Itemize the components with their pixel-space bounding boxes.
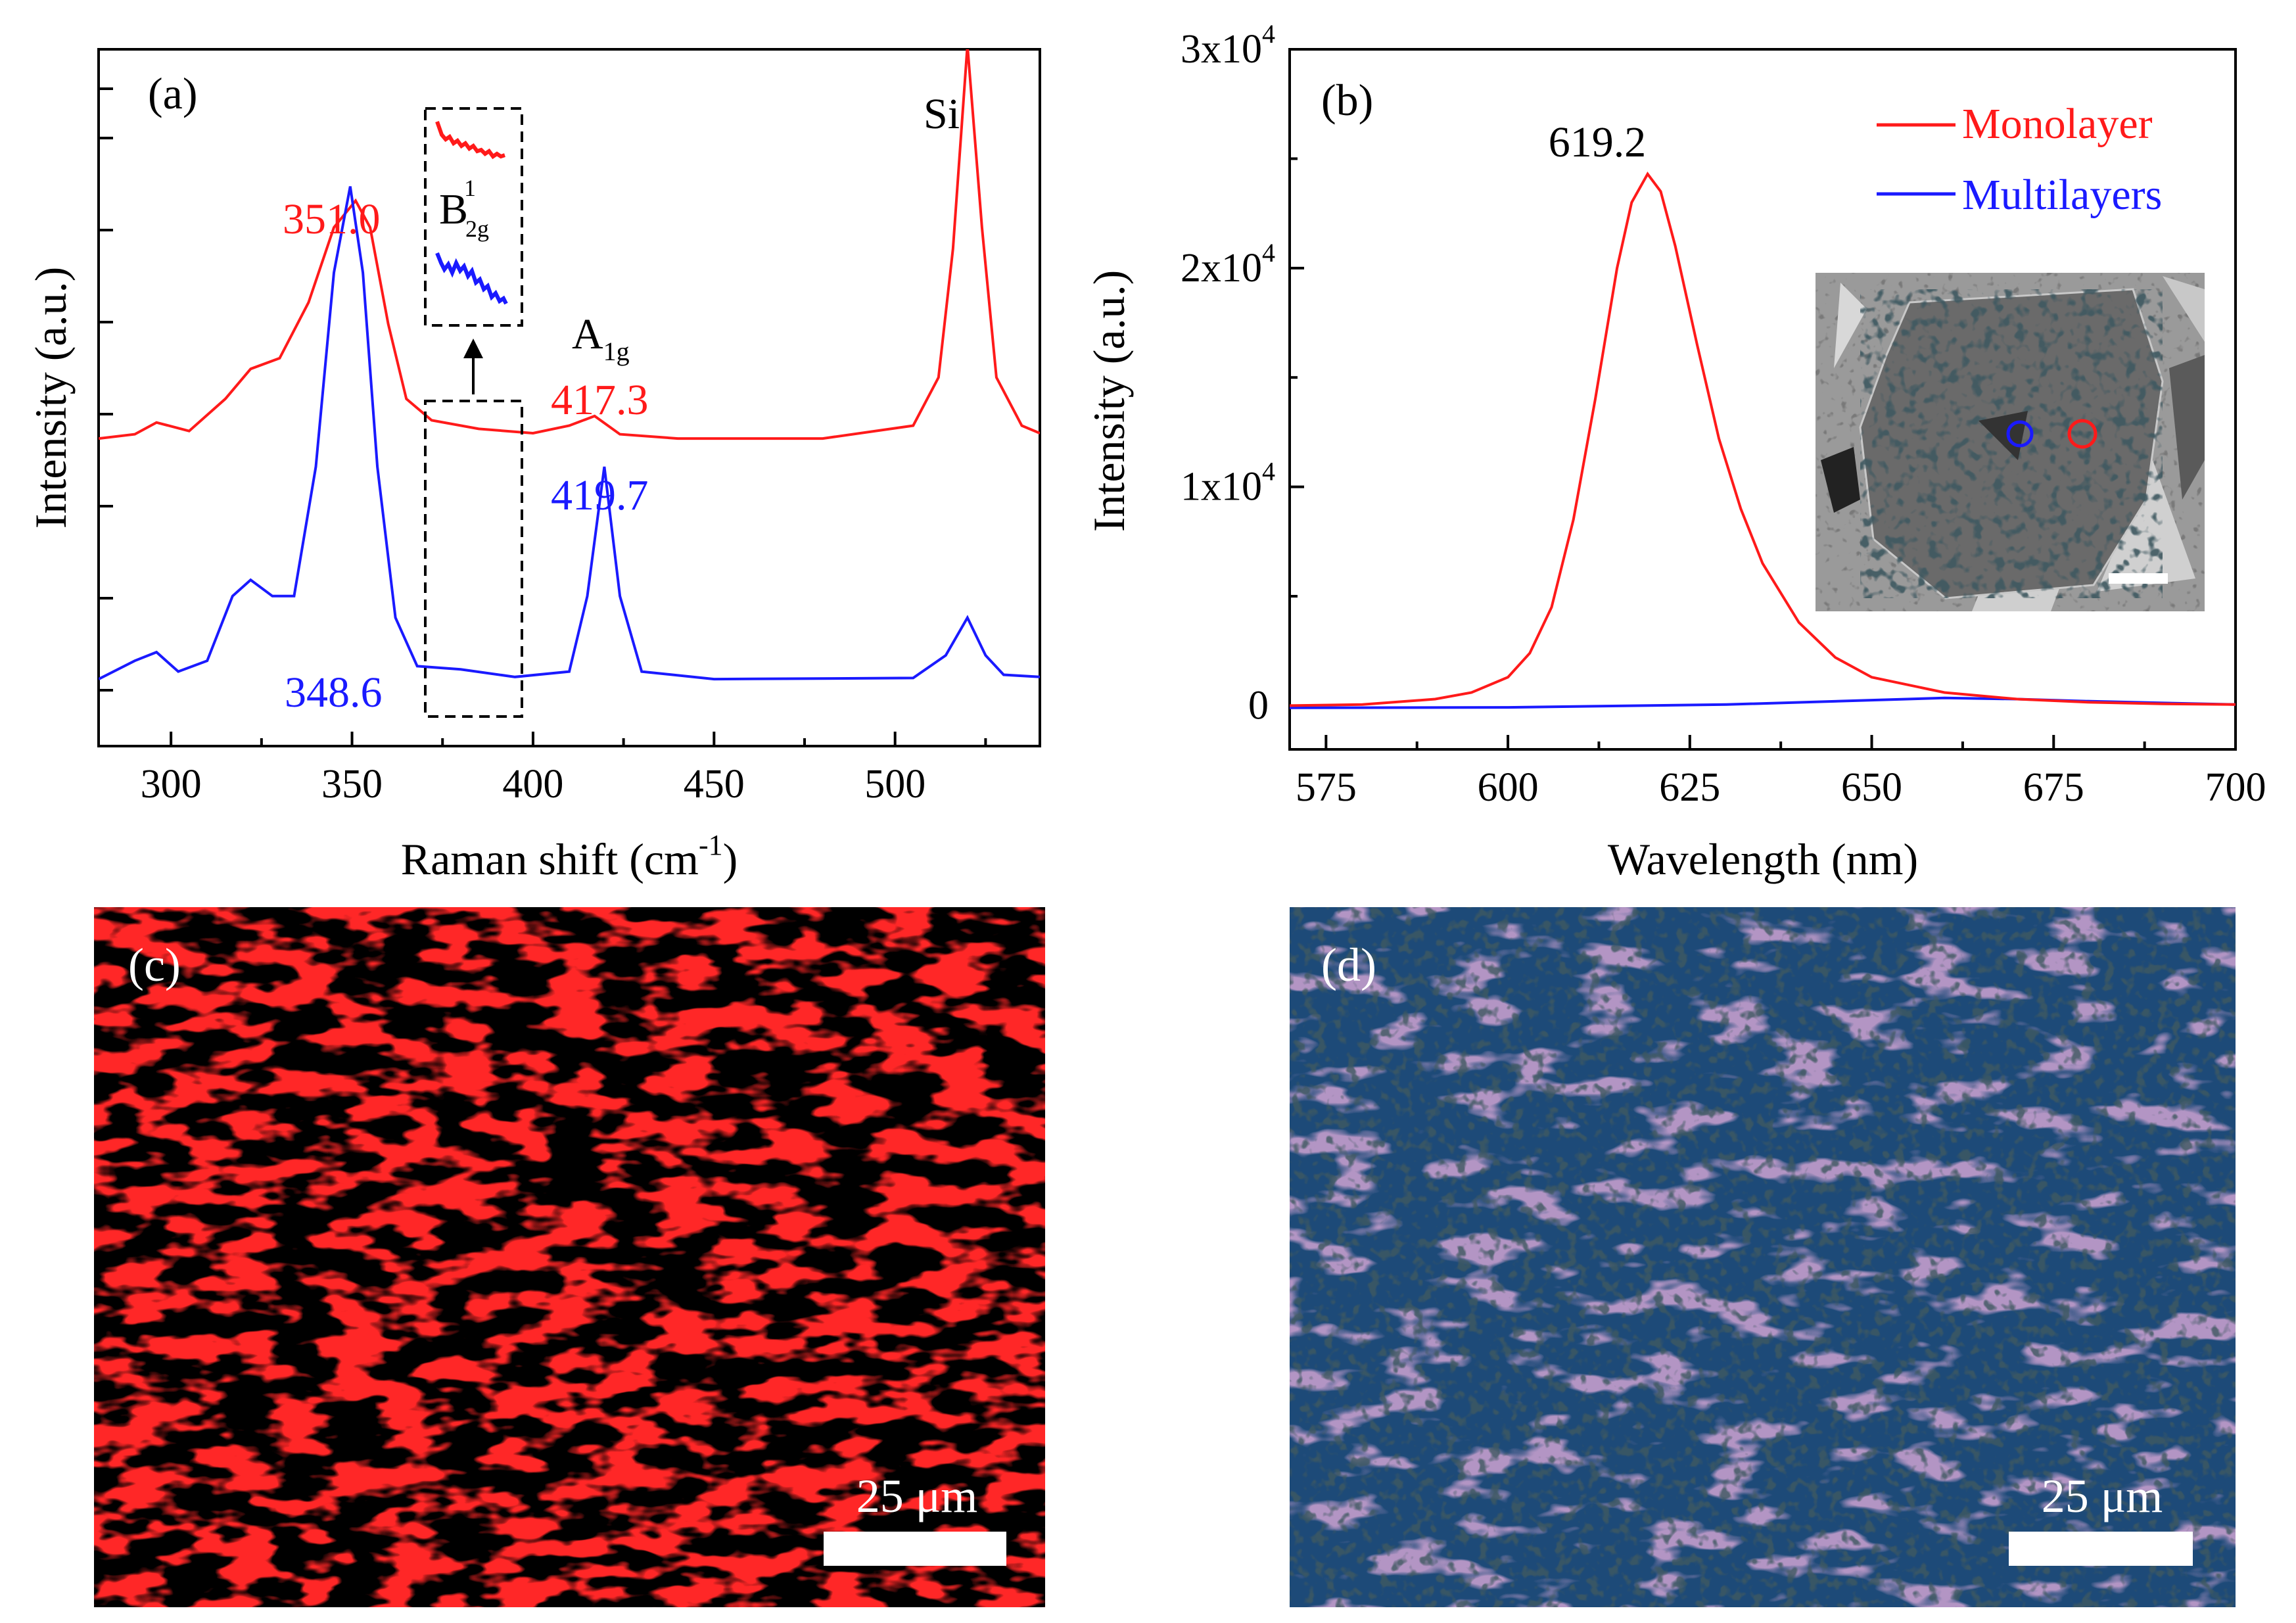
x-tick-label: 350 bbox=[321, 762, 383, 807]
y-tick-label: 2x104 bbox=[1181, 238, 1275, 291]
peak-label-417: 417.3 bbox=[551, 376, 649, 424]
sem-inset-image bbox=[1816, 273, 2205, 611]
peak-label-348: 348.6 bbox=[285, 669, 383, 717]
legend-label-multilayers: Multilayers bbox=[1962, 171, 2162, 219]
si-label: Si bbox=[924, 90, 960, 138]
panel-label-c: (c) bbox=[128, 939, 181, 991]
legend: Monolayer Multilayers bbox=[1877, 100, 2162, 219]
x-axis-label: Wavelength (nm) bbox=[1608, 834, 1918, 884]
b2g-label: B1 2g bbox=[439, 175, 489, 242]
x-axis-label: Raman shift (cm-1) bbox=[401, 829, 738, 884]
plot-frame bbox=[1288, 48, 2237, 751]
peak-label: 619.2 bbox=[1549, 118, 1647, 166]
inset-box bbox=[424, 107, 523, 327]
scale-bar-d bbox=[2009, 1532, 2193, 1566]
x-tick-label: 575 bbox=[1296, 765, 1357, 810]
series-line-monolayer bbox=[1290, 172, 2236, 707]
series-line-multilayers bbox=[99, 186, 1040, 681]
raman-map-image: (c) 25 μm bbox=[94, 907, 1045, 1607]
scale-bar-c bbox=[824, 1532, 1006, 1566]
panel-label-a: (a) bbox=[148, 68, 197, 118]
y-axis-label: Intensity (a.u.) bbox=[26, 267, 76, 529]
peak-label-351: 351.0 bbox=[283, 195, 381, 243]
legend-label-monolayer: Monolayer bbox=[1962, 100, 2153, 148]
inset-blue-trace bbox=[435, 252, 508, 305]
x-tick-label: 700 bbox=[2205, 765, 2266, 810]
x-tick-label: 675 bbox=[2023, 765, 2084, 810]
highlight-box bbox=[424, 400, 523, 718]
panel-label-d: (d) bbox=[1321, 939, 1376, 991]
marker-multilayer bbox=[2006, 420, 2034, 448]
x-axis-ticks: 300 350 400 450 500 bbox=[141, 732, 987, 807]
inset-red-trace bbox=[435, 121, 505, 160]
plot-frame bbox=[97, 48, 1041, 747]
a1g-label: A1g bbox=[572, 310, 630, 366]
peak-label-419: 419.7 bbox=[551, 471, 649, 519]
x-tick-label: 300 bbox=[141, 762, 202, 807]
inset-scale-bar bbox=[2109, 573, 2168, 584]
scale-bar-label-c: 25 μm bbox=[856, 1470, 978, 1522]
series-line-monolayer bbox=[99, 49, 1040, 440]
x-axis-ticks: 575 600 625 650 675 700 bbox=[1296, 735, 2266, 810]
y-tick-label: 0 bbox=[1248, 683, 1269, 728]
y-axis-ticks: 0 1x104 2x104 3x104 bbox=[1181, 19, 1304, 728]
x-tick-label: 450 bbox=[684, 762, 745, 807]
x-tick-label: 500 bbox=[864, 762, 925, 807]
y-tick-label: 3x104 bbox=[1181, 19, 1275, 72]
scale-bar-label-d: 25 μm bbox=[2042, 1470, 2163, 1522]
arrow-head bbox=[463, 339, 483, 358]
x-tick-label: 600 bbox=[1478, 765, 1539, 810]
x-tick-label: 400 bbox=[502, 762, 563, 807]
raman-chart: 300 350 400 450 500 (a) Intensity (a.u.) Ram… bbox=[26, 48, 1041, 884]
x-tick-label: 650 bbox=[1841, 765, 1902, 810]
marker-monolayer bbox=[2067, 419, 2097, 449]
y-tick-label: 1x104 bbox=[1181, 457, 1275, 509]
y-axis-minor-ticks bbox=[99, 87, 113, 692]
y-axis-label: Intensity (a.u.) bbox=[1084, 270, 1134, 532]
optical-image: (d) 25 μm bbox=[1290, 907, 2236, 1607]
x-tick-label: 625 bbox=[1659, 765, 1720, 810]
panel-label-b: (b) bbox=[1321, 75, 1373, 125]
